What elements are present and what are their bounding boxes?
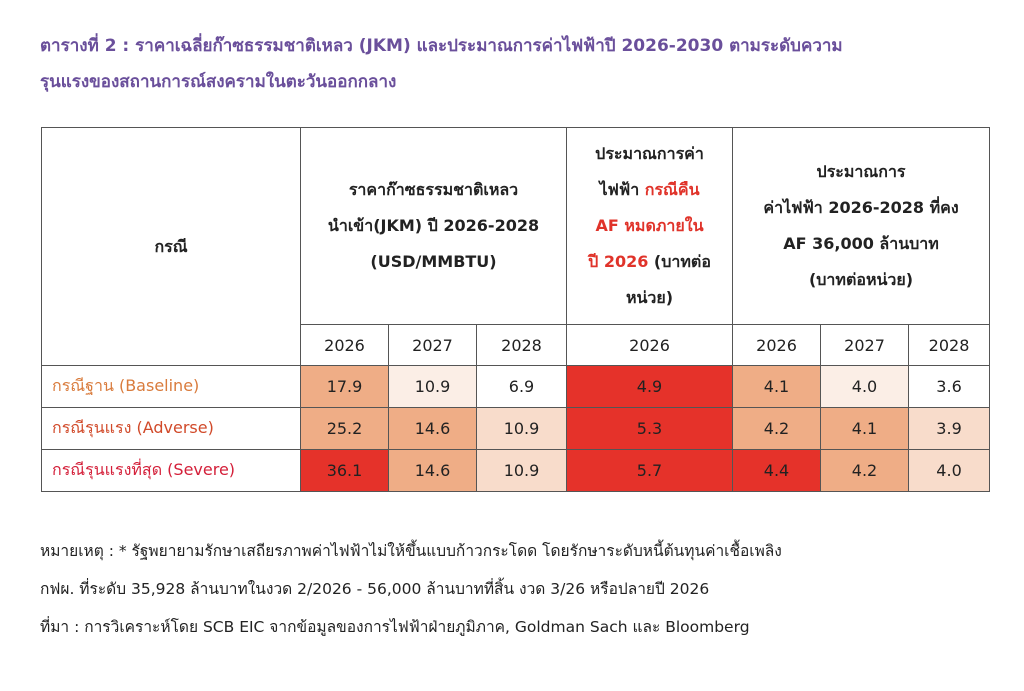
header-fixed-line-2: ค่าไฟฟ้า 2026-2028 ที่คง [763,198,959,217]
header-af-line-4b: (บาทต่อ [648,252,711,271]
value-cell: 14.6 [388,407,477,450]
value-cell: 4.0 [820,365,910,408]
case-label: กรณีรุนแรง (Adverse) [41,407,301,450]
header-jkm: ราคาก๊าซธรรมชาติเหลว นำเข้า(JKM) ปี 2026… [299,127,568,325]
value-cell: 25.2 [300,407,389,450]
value-cell: 6.9 [475,365,568,408]
table-row-adverse: กรณีรุนแรง (Adverse) 25.2 14.6 10.9 5.3 … [41,407,991,450]
value-cell: 4.1 [820,407,910,450]
value-cell: 10.9 [388,365,477,408]
case-label: กรณีฐาน (Baseline) [41,365,301,408]
header-fixed-line-4: (บาทต่อหน่วย) [808,270,914,289]
year-cell: 2027 [388,324,477,366]
value-cell: 17.9 [300,365,389,408]
header-jkm-line-3: (USD/MMBTU) [370,252,497,271]
title-line-2: รุนแรงของสถานการณ์สงครามในตะวันออกกลาง [40,72,397,92]
title-line-1: ตารางที่ 2 : ราคาเฉลี่ยก๊าซธรรมชาติเหลว … [40,36,843,56]
year-cell: 2027 [820,324,910,366]
header-fixed-line-1: ประมาณการ [816,162,906,181]
value-cell: 3.6 [908,365,991,408]
value-cell: 36.1 [300,449,389,492]
note-line-1: หมายเหตุ : * รัฐพยายามรักษาเสถียรภาพค่าไ… [40,542,782,560]
year-cell: 2026 [566,324,734,366]
header-fixed-line-3: AF 36,000 ล้านบาท [783,234,939,253]
value-cell: 4.4 [732,449,822,492]
value-cell: 4.2 [732,407,822,450]
header-af-line-2: ไฟฟ้า กรณีคืน [567,172,732,208]
year-cell: 2026 [300,324,389,366]
header-af-return: ประมาณการค่า ไฟฟ้า กรณีคืน AF หมดภายใน ป… [566,127,734,325]
value-cell: 4.9 [566,365,734,408]
table-row-baseline: กรณีฐาน (Baseline) 17.9 10.9 6.9 4.9 4.1… [41,365,991,408]
table-title: ตารางที่ 2 : ราคาเฉลี่ยก๊าซธรรมชาติเหลว … [40,28,1000,100]
electricity-price-table: กรณี ราคาก๊าซธรรมชาติเหลว นำเข้า(JKM) ปี… [41,127,991,492]
header-af-line-1: ประมาณการค่า [595,144,704,163]
header-af-line-2b: กรณีคืน [644,180,700,199]
value-cell: 10.9 [475,407,568,450]
header-jkm-line-2: นำเข้า(JKM) ปี 2026-2028 [327,216,540,235]
year-cell: 2028 [908,324,991,366]
value-cell: 14.6 [388,449,477,492]
table-row-severe: กรณีรุนแรงที่สุด (Severe) 36.1 14.6 10.9… [41,449,991,492]
header-af-line-4a: ปี 2026 [588,252,649,271]
notes-block: หมายเหตุ : * รัฐพยายามรักษาเสถียรภาพค่าไ… [40,532,1000,646]
value-cell: 10.9 [475,449,568,492]
value-cell: 4.0 [908,449,991,492]
value-cell: 5.3 [566,407,734,450]
value-cell: 4.2 [820,449,910,492]
value-cell: 3.9 [908,407,991,450]
case-label: กรณีรุนแรงที่สุด (Severe) [41,449,301,492]
header-af-line-5: หน่วย) [625,288,674,307]
header-af-line-3: AF หมดภายใน [595,216,704,235]
header-row: กรณี ราคาก๊าซธรรมชาติเหลว นำเข้า(JKM) ปี… [41,127,991,366]
header-case: กรณี [41,127,301,366]
header-af-line-4: ปี 2026 (บาทต่อ [567,244,732,280]
year-cell: 2026 [732,324,822,366]
note-line-2: กฟผ. ที่ระดับ 35,928 ล้านบาทในงวด 2/2026… [40,580,710,598]
year-row: 2026 2027 2028 2026 2026 2027 2028 [42,324,991,366]
year-cell: 2028 [475,324,568,366]
header-jkm-line-1: ราคาก๊าซธรรมชาติเหลว [348,180,519,199]
value-cell: 4.1 [732,365,822,408]
source-line: ที่มา : การวิเคราะห์โดย SCB EIC จากข้อมู… [40,618,750,636]
value-cell: 5.7 [566,449,734,492]
header-fixed-af: ประมาณการ ค่าไฟฟ้า 2026-2028 ที่คง AF 36… [732,127,991,325]
header-af-line-2a: ไฟฟ้า [599,180,645,199]
